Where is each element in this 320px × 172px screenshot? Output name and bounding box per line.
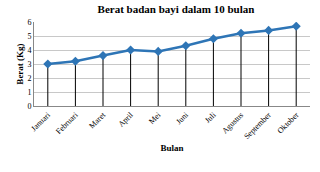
svg-text:Juli: Juli: [203, 110, 218, 125]
svg-text:Berat (Kg): Berat (Kg): [15, 43, 25, 84]
svg-text:3: 3: [27, 60, 31, 69]
svg-text:4: 4: [27, 46, 31, 55]
svg-text:Mei: Mei: [147, 110, 163, 126]
svg-text:1: 1: [27, 88, 31, 97]
svg-text:Oktober: Oktober: [276, 110, 301, 135]
svg-text:Januari: Januari: [29, 110, 52, 133]
svg-text:Bulan: Bulan: [160, 143, 183, 153]
svg-text:September: September: [242, 110, 273, 141]
svg-text:2: 2: [27, 74, 31, 83]
svg-text:0: 0: [27, 102, 31, 111]
svg-text:Februari: Februari: [54, 110, 80, 136]
svg-text:Agustus: Agustus: [220, 110, 245, 135]
svg-text:Maret: Maret: [87, 110, 107, 130]
svg-text:5: 5: [27, 32, 31, 41]
svg-text:Juni: Juni: [174, 110, 190, 126]
svg-text:6: 6: [27, 18, 31, 27]
svg-text:April: April: [117, 110, 136, 129]
svg-text:Berat badan bayi dalam 10 bula: Berat badan bayi dalam 10 bulan: [98, 3, 255, 15]
